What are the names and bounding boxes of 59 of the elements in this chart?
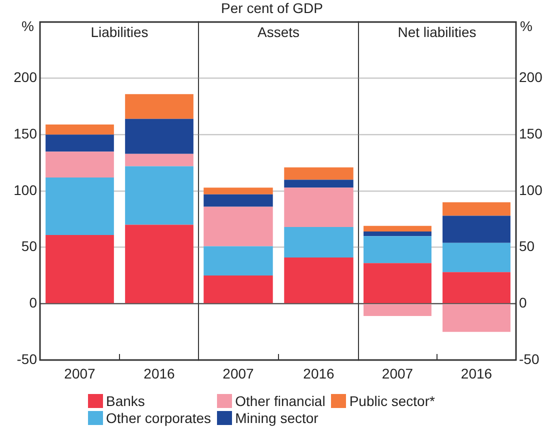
y-tick-label: -50 bbox=[519, 350, 540, 367]
bar bbox=[284, 180, 354, 188]
legend-label: Banks bbox=[106, 393, 145, 409]
y-tick-label: 100 bbox=[14, 182, 38, 198]
bar bbox=[46, 177, 114, 235]
legend-label: Other financial bbox=[235, 393, 326, 409]
y-tick-label: 100 bbox=[519, 182, 543, 198]
bar bbox=[204, 246, 273, 276]
y-axis-title: % bbox=[520, 18, 532, 34]
bar bbox=[46, 134, 114, 152]
bar bbox=[284, 257, 354, 304]
bar bbox=[46, 152, 114, 178]
bar bbox=[442, 202, 510, 216]
x-tick-label: 2016 bbox=[303, 365, 335, 382]
x-tick-label: 2016 bbox=[144, 365, 176, 382]
bar bbox=[204, 206, 273, 246]
bar bbox=[364, 263, 432, 304]
y-tick-label: 50 bbox=[21, 238, 38, 254]
legend-label: Public sector* bbox=[349, 393, 435, 409]
bar bbox=[364, 236, 432, 264]
bar bbox=[125, 94, 194, 119]
bar bbox=[284, 227, 354, 258]
x-tick-label: 2007 bbox=[64, 365, 96, 382]
chart-subtitle: Net liabilities bbox=[398, 24, 476, 40]
x-tick-label: 2007 bbox=[222, 365, 254, 382]
bar bbox=[442, 304, 510, 332]
chart-subtitle: Liabilities bbox=[90, 24, 148, 40]
bar bbox=[442, 216, 510, 243]
bar bbox=[46, 124, 114, 135]
bar bbox=[284, 188, 354, 228]
y-tick-label: 50 bbox=[519, 238, 535, 254]
y-tick-label: 200 bbox=[14, 69, 38, 86]
bar bbox=[125, 166, 194, 225]
bar bbox=[204, 194, 273, 207]
bar bbox=[125, 224, 194, 304]
bar bbox=[364, 226, 432, 232]
bar bbox=[284, 167, 354, 180]
y-tick-label: 0 bbox=[519, 294, 527, 311]
legend-label: Other corporates bbox=[106, 410, 212, 426]
bar bbox=[442, 242, 510, 272]
bar bbox=[125, 118, 194, 154]
y-tick-label: 150 bbox=[519, 126, 543, 142]
chart-title: Per cent of GDP bbox=[220, 0, 324, 16]
bar bbox=[442, 272, 510, 304]
bar bbox=[204, 188, 273, 194]
y-tick-label: 200 bbox=[519, 69, 543, 86]
x-tick-label: 2016 bbox=[460, 365, 492, 382]
legend-label: Mining sector bbox=[235, 410, 318, 426]
x-tick-label: 2007 bbox=[382, 365, 414, 382]
bar bbox=[46, 234, 114, 304]
y-tick-label: 0 bbox=[29, 294, 38, 311]
bar bbox=[125, 154, 194, 166]
bar bbox=[204, 276, 273, 304]
y-axis-title: % bbox=[22, 18, 34, 34]
y-tick-label: -50 bbox=[16, 350, 38, 367]
bar bbox=[364, 232, 432, 236]
y-tick-label: 150 bbox=[14, 126, 38, 142]
chart-subtitle: Assets bbox=[257, 24, 300, 40]
bar bbox=[364, 304, 432, 316]
